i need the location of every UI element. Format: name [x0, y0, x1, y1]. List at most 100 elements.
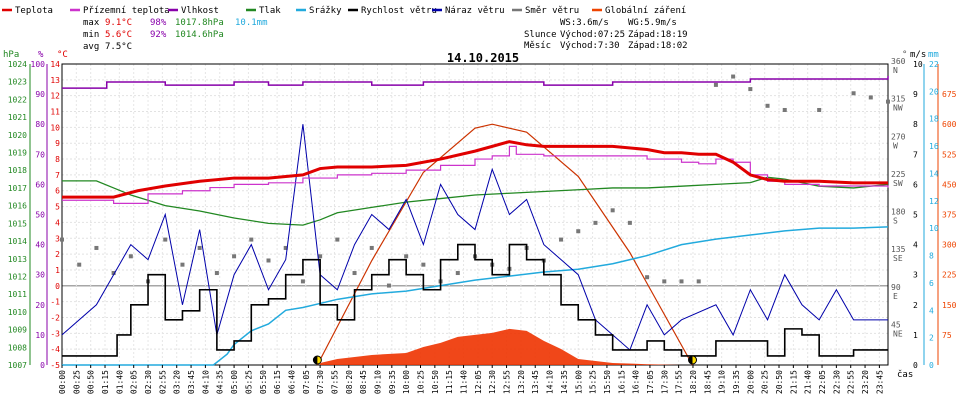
x-tick-label: 08:20 [345, 370, 354, 394]
wind-direction-point [111, 271, 116, 276]
wind-direction-point [679, 279, 684, 284]
legend-label-smer: Směr větru [525, 6, 579, 16]
celsius-tick-label: -4 [50, 345, 60, 354]
ms-tick-label: 7 [913, 150, 918, 159]
mm-tick-label: 14 [929, 169, 939, 178]
moon-rise: Východ:7:30 [560, 41, 620, 51]
x-tick-label: 06:15 [273, 370, 282, 394]
astro-info: WS:3.6m/s WG:5.9m/s Slunce Východ:07:25 … [524, 18, 688, 51]
celsius-tick-label: -1 [50, 298, 60, 307]
legend-label-teplota: Teplota [15, 6, 53, 16]
ms-tick-label: 3 [913, 271, 918, 280]
axis-unit-time: čas [897, 369, 913, 380]
wind-direction-point [713, 82, 718, 87]
stats-min-label: min [83, 30, 99, 40]
x-tick-label: 07:55 [330, 370, 339, 394]
series-radiation-area [320, 328, 682, 365]
ms-tick-label: 5 [913, 211, 918, 220]
x-tick-label: 10:00 [402, 370, 411, 394]
x-tick-label: 01:40 [115, 370, 124, 394]
mm-tick-label: 6 [929, 279, 934, 288]
radiation-tick-label: 375 [942, 211, 957, 220]
degree-tick-label: 225 [891, 170, 906, 179]
wind-direction-point [782, 107, 787, 112]
axis-unit-percent: % [38, 50, 44, 60]
ms-tick-label: 1 [913, 331, 918, 340]
wind-direction-point [627, 220, 632, 225]
wind-direction-point [593, 220, 598, 225]
ms-tick-label: 0 [913, 361, 918, 370]
wind-direction-point [283, 245, 288, 250]
legend-label-tlak: Tlak [259, 6, 281, 16]
x-tick-label: 02:05 [130, 370, 139, 394]
x-tick-label: 01:15 [101, 370, 110, 394]
x-tick-label: 11:15 [445, 370, 454, 394]
x-tick-label: 23:45 [875, 370, 884, 394]
x-tick-label: 16:40 [632, 370, 641, 394]
sun-label: Slunce [524, 30, 557, 40]
series-rain [62, 226, 889, 366]
celsius-tick-label: 1 [55, 266, 60, 275]
x-tick-label: 12:55 [503, 370, 512, 394]
radiation-tick-label: 600 [942, 120, 957, 129]
celsius-tick-label: 11 [50, 108, 60, 117]
x-tick-label: 22:30 [832, 370, 841, 394]
mm-tick-label: 10 [929, 224, 939, 233]
stats-block: max 9.1°C 98% 1017.8hPa 10.1mm min 5.6°C… [83, 18, 268, 52]
ms-tick-label: 8 [913, 120, 918, 129]
x-tick-label: 20:25 [761, 370, 770, 394]
celsius-tick-label: 12 [50, 92, 60, 101]
mm-tick-label: 22 [929, 60, 939, 69]
degree-tick-label: 180 [891, 208, 906, 217]
sunset-marker-shade [688, 356, 693, 364]
stats-max-label: max [83, 18, 100, 28]
hpa-tick-label: 1016 [8, 202, 27, 211]
sunrise-marker-shade [313, 356, 318, 364]
wind-direction-point [369, 245, 374, 250]
ms-tick-label: 2 [913, 301, 918, 310]
celsius-tick-label: -5 [50, 361, 60, 370]
wind-direction-point [455, 271, 460, 276]
wind-direction-point [748, 87, 753, 92]
legend-label-rychlost: Rychlost větru [361, 6, 437, 16]
wind-direction-point [180, 262, 185, 267]
axis-unit-ms: m/s [910, 50, 926, 60]
series-humidity [62, 76, 889, 89]
celsius-tick-label: 8 [55, 155, 60, 164]
radiation-tick-label: 675 [942, 90, 957, 99]
radiation-tick-label: 150 [942, 301, 957, 310]
x-tick-label: 03:45 [187, 370, 196, 394]
hpa-tick-label: 1011 [8, 290, 27, 299]
stats-max-humidity: 98% [150, 18, 167, 28]
series-solar-curve [316, 123, 694, 366]
direction-tick-label: NW [893, 104, 903, 113]
direction-tick-label: SE [893, 254, 903, 263]
x-tick-label: 12:05 [474, 370, 483, 394]
hpa-tick-label: 1009 [8, 326, 27, 335]
x-tick-label: 23:20 [861, 370, 870, 394]
wind-direction-point [696, 279, 701, 284]
x-tick-label: 13:45 [531, 370, 540, 394]
x-tick-label: 14:10 [546, 370, 555, 394]
mm-tick-label: 12 [929, 197, 939, 206]
x-tick-label: 17:30 [660, 370, 669, 394]
percent-tick-label: 70 [35, 150, 45, 159]
x-tick-label: 10:50 [431, 370, 440, 394]
ms-tick-label: 4 [913, 241, 918, 250]
x-tick-label: 19:10 [718, 370, 727, 394]
stats-min-temp: 5.6°C [105, 30, 132, 40]
ticks: 00:00 00:25 00:50 01:15 01:40 02:05 02:30 02:55… [8, 57, 957, 394]
hpa-tick-label: 1007 [8, 361, 27, 370]
celsius-tick-label: -2 [50, 313, 60, 322]
x-tick-label: 18:45 [703, 370, 712, 394]
wind-direction-point [163, 237, 168, 242]
wind-direction-point [232, 254, 237, 259]
hpa-tick-label: 1017 [8, 184, 27, 193]
hpa-tick-label: 1019 [8, 149, 27, 158]
x-tick-label: 14:35 [560, 370, 569, 394]
percent-tick-label: 50 [35, 211, 45, 220]
series-pressure [62, 176, 889, 226]
celsius-tick-label: 3 [55, 234, 60, 243]
direction-tick-label: NE [893, 329, 903, 338]
